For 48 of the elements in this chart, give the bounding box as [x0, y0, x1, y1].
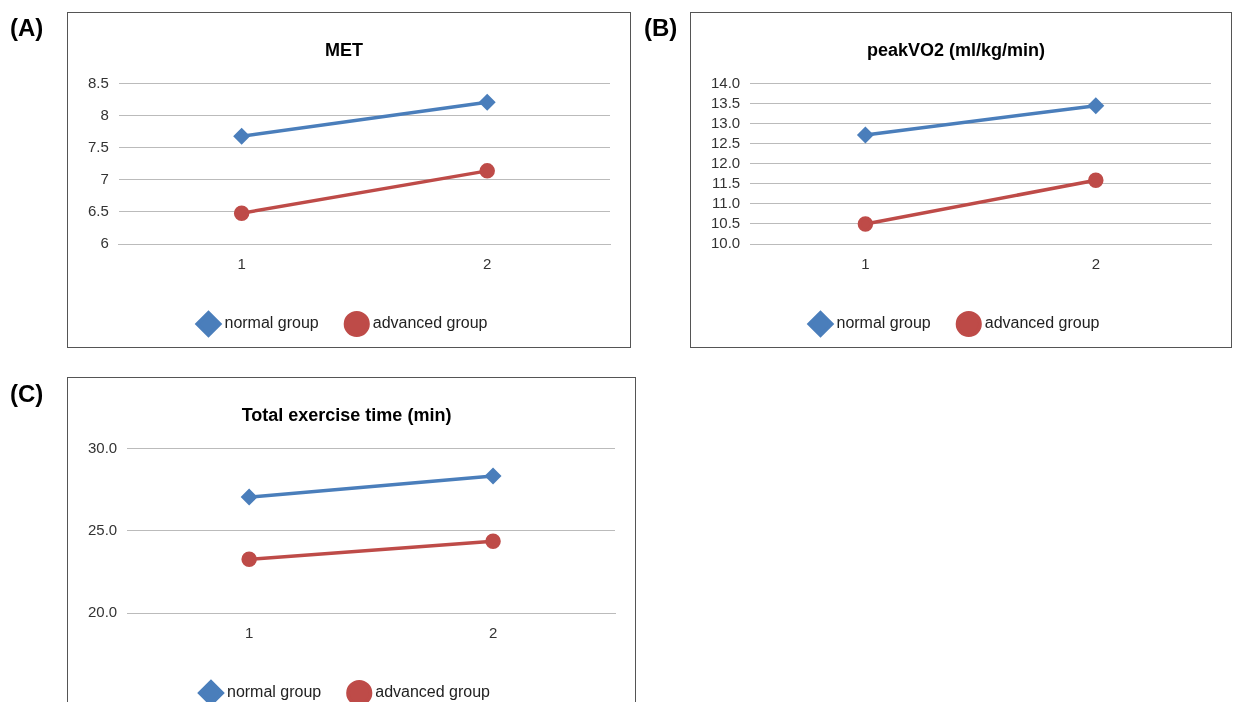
y-tick-label: 12.0 — [710, 153, 741, 171]
y-tick-label: 13.0 — [710, 113, 741, 131]
chart-title: peakVO2 (ml/kg/min) — [866, 39, 1046, 60]
point — [485, 533, 501, 550]
y-tick-label: 25.0 — [87, 520, 118, 538]
chart-title: MET — [325, 39, 363, 60]
text: (A) — [10, 14, 44, 42]
point — [1088, 97, 1104, 114]
y-tick-label: 6.5 — [87, 202, 109, 220]
x-tick-label: 2 — [1091, 255, 1100, 273]
y-tick-label: 10.5 — [710, 214, 741, 232]
y-tick-label: 12.5 — [710, 133, 741, 151]
x-tick-label: 1 — [244, 624, 254, 642]
y-tick-label: 8 — [100, 105, 109, 123]
y-tick-label: 7 — [100, 169, 109, 187]
legend-label: normal group — [226, 683, 322, 701]
y-tick-label: 13.5 — [710, 93, 741, 111]
x-tick-label: 2 — [488, 624, 498, 642]
y-tick-label: 20.0 — [87, 603, 118, 621]
x-tick-label: 2 — [483, 255, 492, 273]
y-tick-label: 7.5 — [87, 137, 109, 155]
y-tick-label: 14.0 — [710, 73, 741, 91]
point — [857, 127, 874, 143]
point — [241, 551, 257, 567]
point — [485, 468, 501, 484]
y-tick-label: 6 — [100, 234, 109, 252]
point — [233, 205, 250, 221]
legend-label: normal group — [224, 314, 319, 332]
y-tick-label: 11.5 — [712, 173, 741, 191]
chart-title: Total exercise time (min) — [241, 404, 452, 425]
point — [857, 216, 874, 232]
point — [241, 489, 257, 505]
legend-label: advanced group — [372, 314, 488, 332]
y-tick-label: 11.0 — [712, 194, 741, 212]
text: (C) — [10, 380, 44, 408]
legend-label: advanced group — [375, 683, 491, 701]
point — [1088, 172, 1104, 188]
y-tick-label: 10.0 — [710, 234, 741, 252]
text: (B) — [644, 14, 678, 42]
legend-label: normal group — [836, 314, 931, 332]
y-tick-label: 8.5 — [87, 73, 109, 91]
point — [479, 163, 495, 179]
point — [233, 128, 250, 144]
legend-label: advanced group — [984, 314, 1100, 332]
y-tick-label: 30.0 — [87, 438, 118, 456]
point — [479, 94, 495, 110]
x-tick-label: 1 — [237, 255, 246, 273]
x-tick-label: 1 — [861, 255, 870, 273]
